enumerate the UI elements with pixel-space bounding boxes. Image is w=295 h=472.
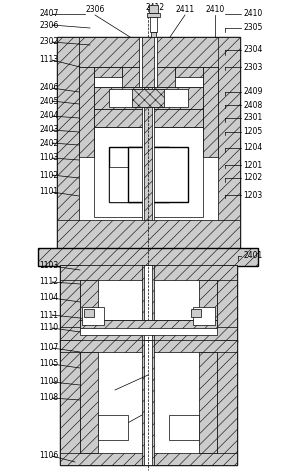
Bar	[217, 265, 237, 342]
Bar	[60, 340, 237, 465]
Bar	[142, 340, 154, 465]
Bar	[144, 265, 152, 342]
Bar	[142, 87, 154, 248]
Text: 1105: 1105	[39, 360, 58, 369]
Bar	[109, 89, 188, 107]
Bar	[218, 37, 240, 248]
Bar	[191, 309, 201, 317]
Text: 1103: 1103	[39, 261, 58, 270]
Text: 2306: 2306	[85, 6, 105, 15]
Bar	[169, 415, 199, 440]
Bar	[132, 89, 164, 107]
Bar	[60, 265, 237, 342]
Text: 2306: 2306	[39, 20, 59, 29]
Bar	[98, 352, 199, 415]
Bar	[94, 87, 203, 109]
Text: 2403: 2403	[39, 126, 59, 135]
Bar	[80, 320, 217, 328]
Bar	[109, 147, 169, 202]
Bar	[193, 307, 215, 325]
Text: 2305: 2305	[243, 24, 262, 33]
Bar	[203, 67, 218, 157]
Text: 2303: 2303	[243, 62, 262, 71]
Bar	[139, 37, 157, 87]
Bar	[199, 280, 217, 327]
Bar	[38, 248, 258, 266]
Bar	[94, 67, 122, 87]
Text: 2410: 2410	[243, 9, 262, 18]
Text: 2402: 2402	[39, 138, 58, 147]
Text: 2302: 2302	[39, 37, 58, 47]
Bar	[175, 67, 203, 77]
Text: 2304: 2304	[243, 45, 262, 54]
Text: 2411: 2411	[176, 6, 195, 15]
Text: 2405: 2405	[39, 96, 59, 106]
Bar	[60, 340, 80, 465]
Bar	[150, 17, 157, 32]
Text: 1202: 1202	[243, 174, 262, 183]
Text: 1205: 1205	[243, 127, 262, 136]
Text: 1203: 1203	[243, 191, 262, 200]
Bar	[60, 340, 237, 352]
Bar	[57, 220, 240, 248]
Text: 2409: 2409	[243, 87, 262, 96]
Text: 2412: 2412	[145, 2, 165, 11]
Bar	[128, 147, 188, 202]
Text: 2401: 2401	[243, 252, 262, 261]
Bar	[57, 37, 240, 67]
Bar	[80, 280, 98, 327]
Bar	[142, 37, 154, 87]
Bar	[57, 37, 240, 248]
Bar	[109, 167, 169, 202]
Bar	[94, 67, 203, 87]
Text: 2410: 2410	[205, 6, 224, 15]
Bar	[144, 87, 152, 248]
Text: 2301: 2301	[243, 113, 262, 123]
Bar	[80, 320, 217, 335]
Bar	[60, 453, 237, 465]
Bar	[84, 309, 94, 317]
Bar	[82, 307, 104, 325]
Bar	[60, 265, 237, 280]
Text: 2404: 2404	[39, 111, 59, 120]
Text: 1107: 1107	[39, 344, 58, 353]
Bar	[98, 415, 128, 440]
Text: 1204: 1204	[243, 143, 262, 152]
Text: 1110: 1110	[39, 323, 58, 332]
Bar	[79, 67, 94, 157]
Text: 1201: 1201	[243, 160, 262, 169]
Text: 1113: 1113	[39, 56, 58, 65]
Bar	[57, 37, 79, 248]
Bar	[60, 327, 237, 342]
Text: 2406: 2406	[39, 84, 59, 93]
Text: 1111: 1111	[39, 311, 58, 320]
Text: 1102: 1102	[39, 170, 58, 179]
Bar	[149, 5, 158, 13]
Text: 1103: 1103	[39, 153, 58, 162]
Bar	[94, 127, 203, 217]
Bar	[217, 340, 237, 465]
Bar	[94, 67, 122, 77]
Text: 2407: 2407	[39, 9, 59, 18]
Bar	[144, 340, 152, 465]
Text: 1101: 1101	[39, 187, 58, 196]
Bar	[147, 13, 160, 17]
Text: 2408: 2408	[243, 101, 262, 110]
Text: 1106: 1106	[39, 452, 58, 461]
Bar	[199, 352, 217, 453]
Text: 1112: 1112	[39, 278, 58, 287]
Bar	[142, 265, 154, 342]
Text: 1104: 1104	[39, 294, 58, 303]
Bar	[94, 109, 203, 127]
Text: 1108: 1108	[39, 394, 58, 403]
Bar	[60, 265, 80, 342]
Bar	[151, 32, 156, 37]
Bar	[80, 352, 98, 453]
Text: 1109: 1109	[39, 378, 58, 387]
Bar	[175, 67, 203, 87]
